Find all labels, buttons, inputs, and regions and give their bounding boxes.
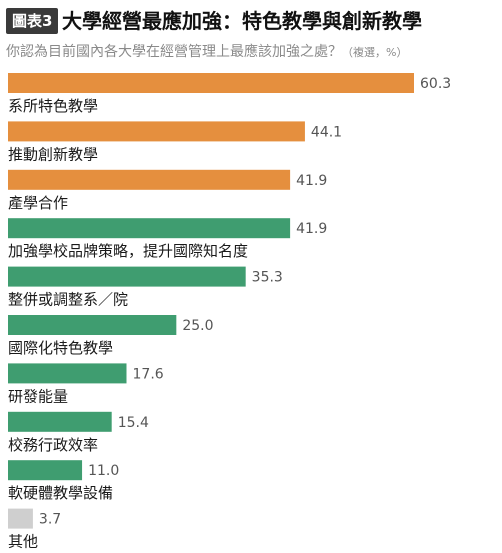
- bar: [8, 411, 112, 432]
- category-label: 軟硬體教學設備: [8, 484, 113, 502]
- bar: [8, 218, 291, 239]
- subtitle-question: 你認為目前國內各大學在經營管理上最應該加強之處？: [6, 44, 342, 60]
- value-label: 17.6: [133, 366, 164, 382]
- bar: [8, 508, 33, 529]
- category-label: 校務行政效率: [8, 436, 98, 454]
- bar: [8, 121, 305, 142]
- chart-title: 大學經營最應加強：特色教學與創新教學: [62, 9, 422, 33]
- bar: [8, 266, 246, 287]
- category-label: 推動創新教學: [8, 145, 98, 163]
- bar: [8, 315, 177, 335]
- bar: [8, 73, 414, 93]
- chart-subtitle: 你認為目前國內各大學在經營管理上最應該加強之處？（複選，%）: [6, 42, 407, 63]
- value-label: 41.9: [296, 173, 327, 189]
- figure-number-badge: 圖表3: [6, 8, 59, 34]
- value-label: 35.3: [252, 270, 283, 286]
- value-label: 15.4: [118, 415, 149, 431]
- category-label: 研發能量: [8, 387, 68, 405]
- category-label: 加強學校品牌策略，提升國際知名度: [8, 242, 248, 260]
- figure-header: 圖表3 大學經營最應加強：特色教學與創新教學: [6, 6, 496, 36]
- bar: [8, 460, 83, 481]
- bar: [8, 363, 127, 384]
- category-label: 整併或調整系／院: [8, 291, 128, 309]
- value-label: 41.9: [296, 221, 327, 237]
- value-label: 25.0: [182, 318, 213, 334]
- category-label: 產學合作: [8, 194, 68, 212]
- category-label: 其他: [8, 533, 38, 551]
- value-label: 44.1: [311, 124, 342, 140]
- value-label: 11.0: [88, 463, 119, 479]
- subtitle-note: （複選，%）: [342, 46, 408, 59]
- bar: [8, 169, 291, 190]
- category-label: 國際化特色教學: [8, 339, 113, 357]
- category-label: 系所特色教學: [8, 97, 98, 115]
- value-label: 60.3: [420, 76, 451, 92]
- value-label: 3.7: [39, 512, 61, 528]
